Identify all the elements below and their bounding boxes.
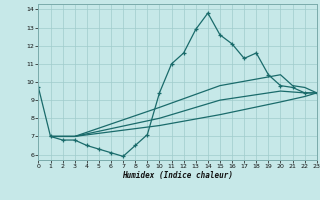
X-axis label: Humidex (Indice chaleur): Humidex (Indice chaleur) xyxy=(122,171,233,180)
